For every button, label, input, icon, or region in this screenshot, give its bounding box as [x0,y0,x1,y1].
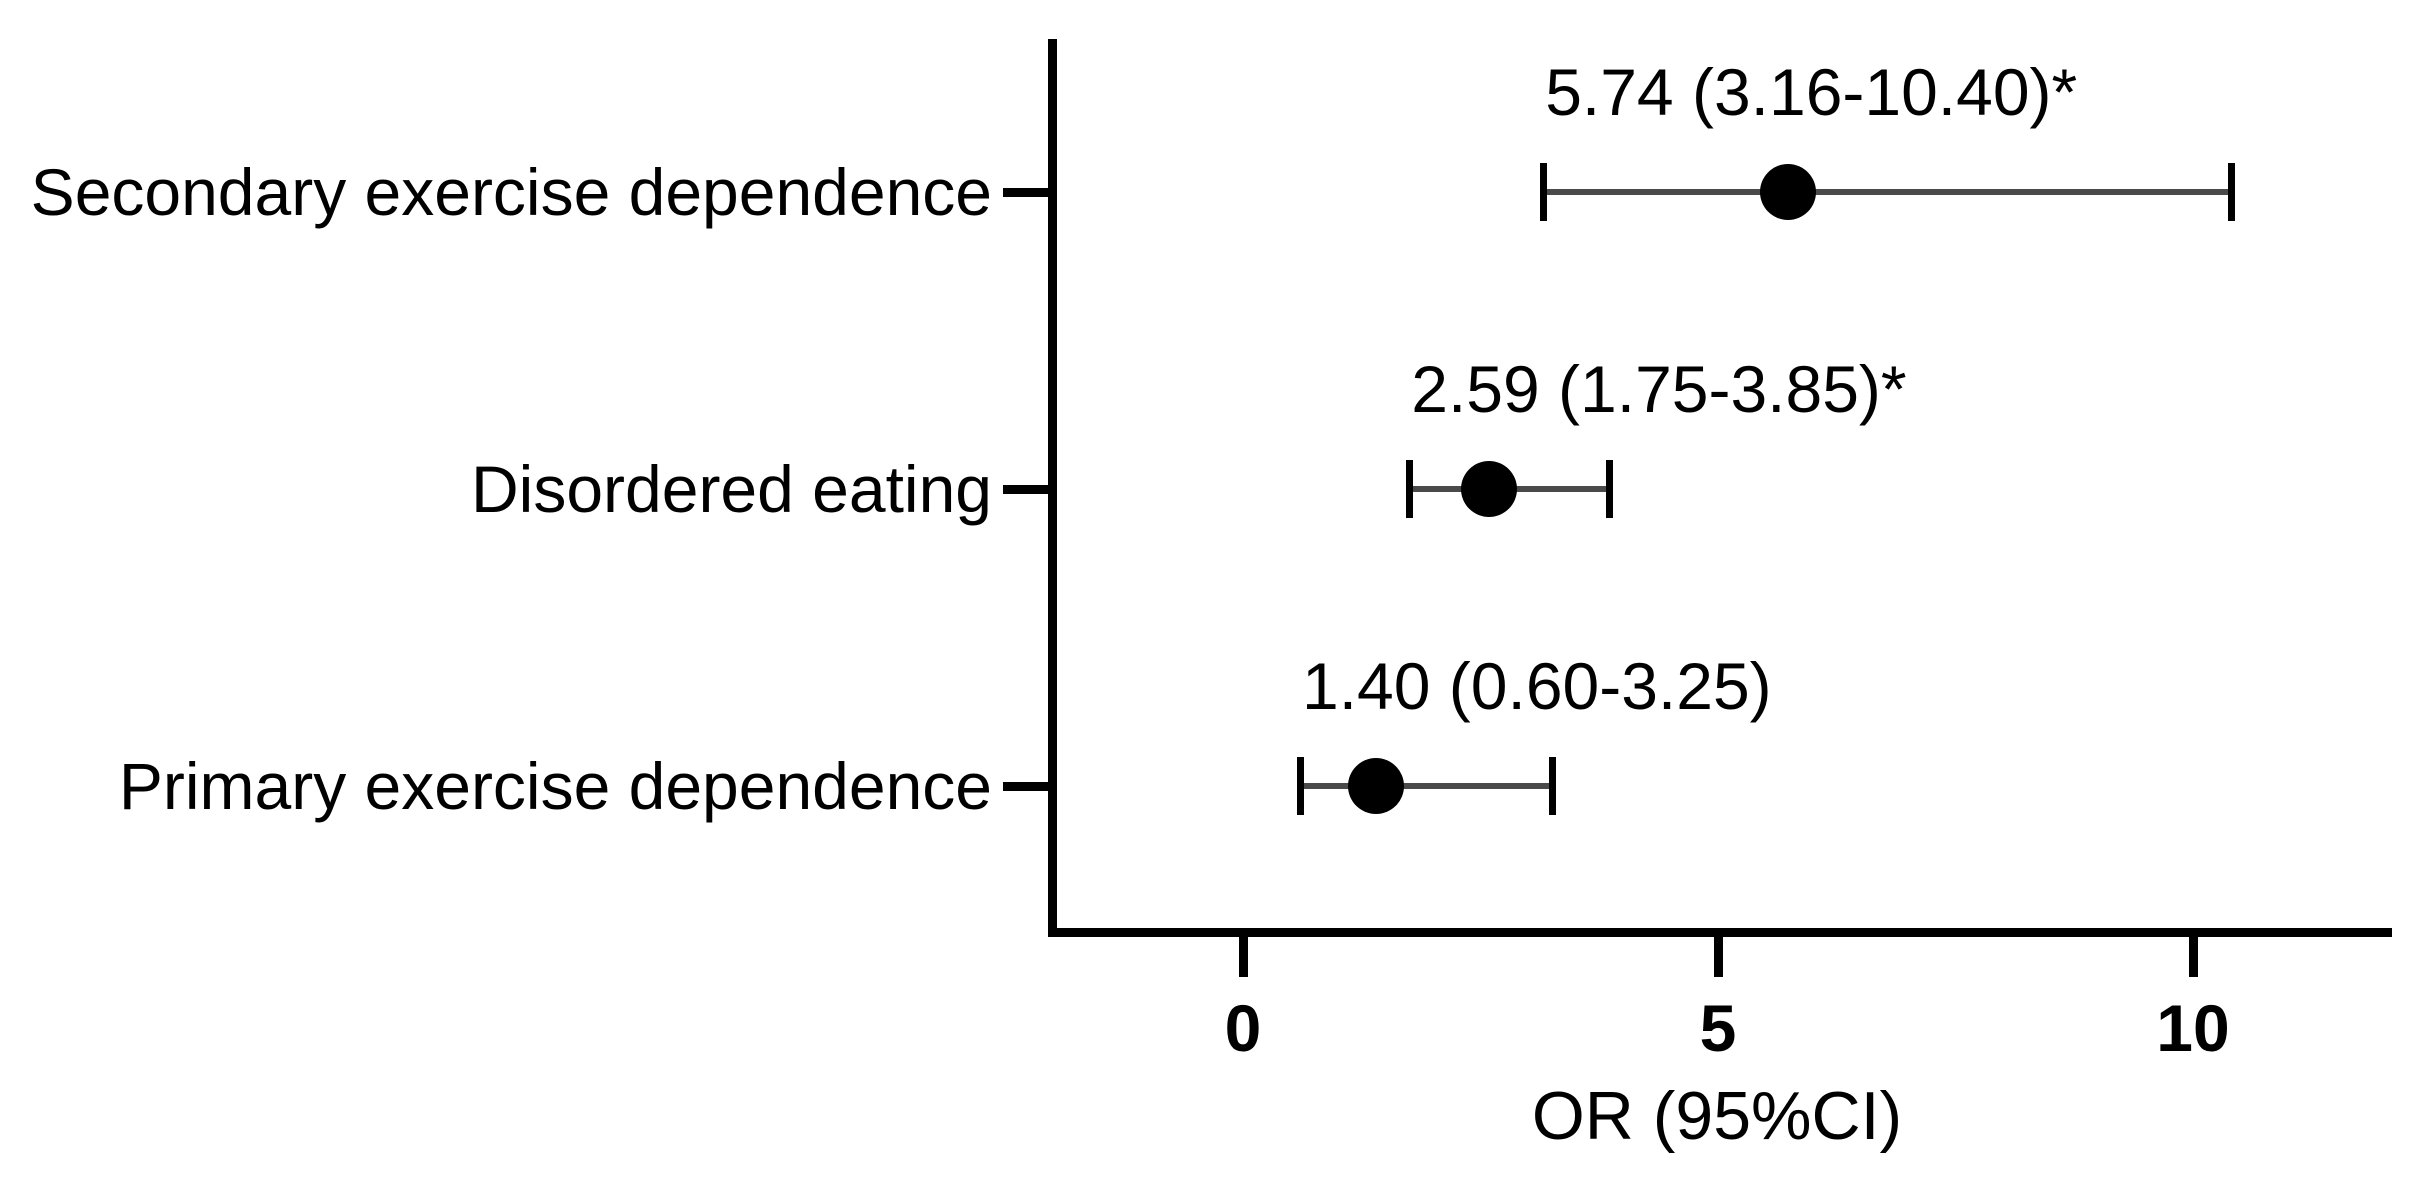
or-ci-annotation: 1.40 (0.60-3.25) [1302,649,1772,723]
ci-upper-cap [1605,460,1613,518]
ci-lower-cap [1406,460,1414,518]
category-label: Primary exercise dependence [118,749,992,823]
ci-lower-cap [1297,757,1304,815]
x-tick-mark [1714,937,1723,977]
or-point-marker [1760,164,1817,220]
ci-lower-cap [1540,163,1548,221]
x-tick-mark [1239,937,1248,977]
or-point-marker [1348,758,1404,814]
x-tick-label: 5 [1699,991,1737,1065]
or-point-marker [1461,461,1518,517]
ci-error-bar [1300,783,1552,789]
x-axis-line [1048,928,2392,937]
category-tick-mark [1003,485,1052,494]
or-ci-annotation: 2.59 (1.75-3.85)* [1411,352,1907,426]
x-tick-mark [2189,937,2198,977]
category-tick-mark [1003,188,1052,197]
category-label: Disordered eating [471,452,992,526]
category-label: Secondary exercise dependence [30,155,992,229]
y-axis-line [1048,39,1057,937]
ci-error-bar [1543,189,2231,195]
x-tick-label: 10 [2156,991,2230,1065]
x-tick-label: 0 [1224,991,1262,1065]
ci-upper-cap [2228,163,2235,221]
category-tick-mark [1003,782,1052,791]
or-ci-annotation: 5.74 (3.16-10.40)* [1545,55,2078,129]
ci-upper-cap [1548,757,1556,815]
x-axis-title: OR (95%CI) [1531,1078,1903,1154]
